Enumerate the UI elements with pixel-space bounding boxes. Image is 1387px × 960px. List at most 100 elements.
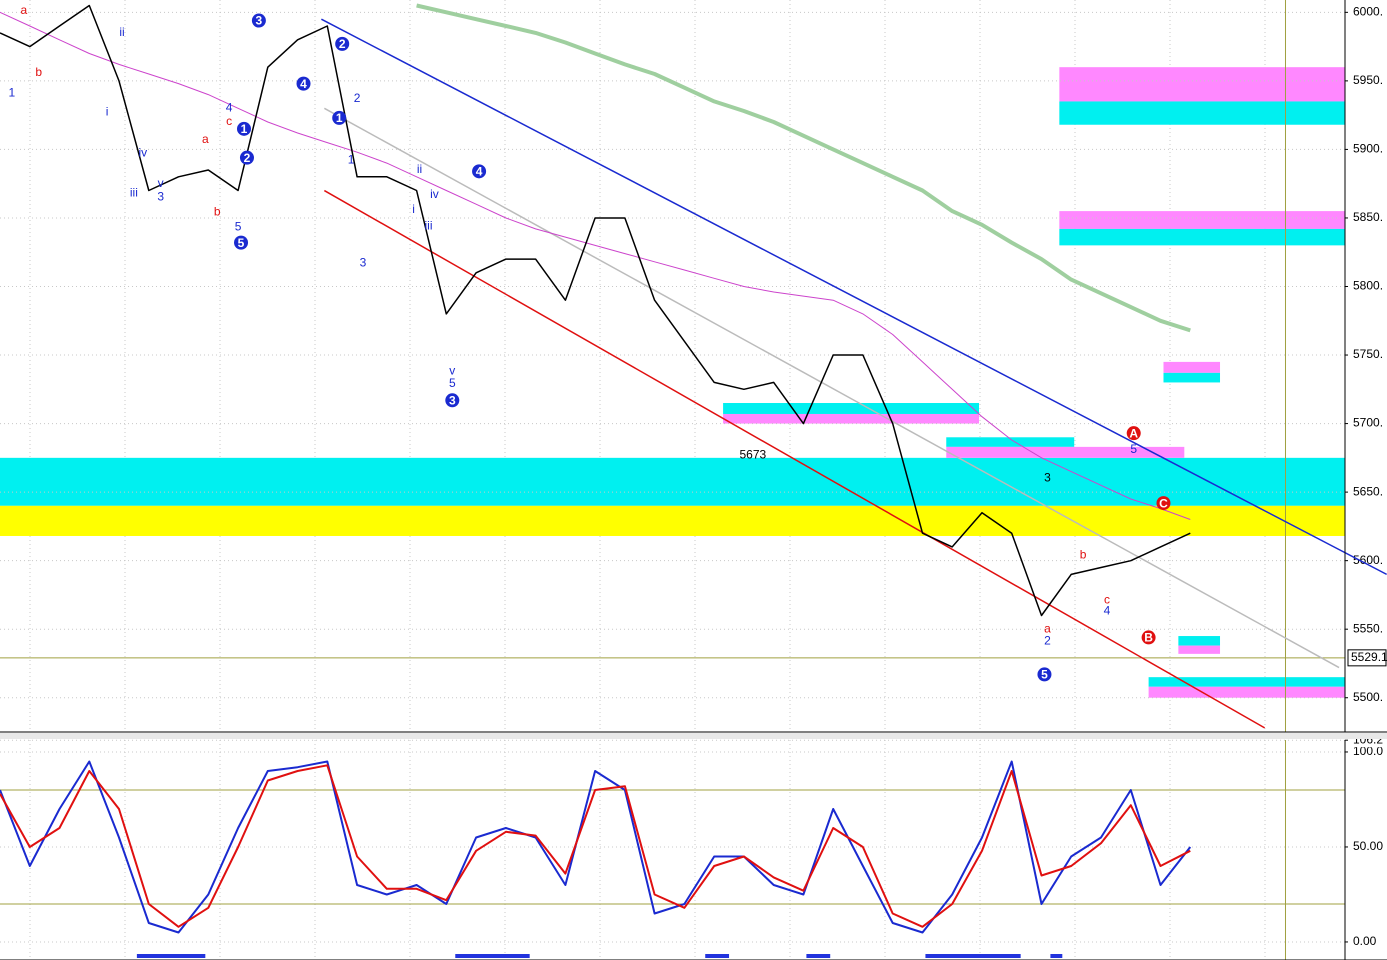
wave-marker xyxy=(237,121,252,136)
trendline xyxy=(321,18,1387,576)
wave-label: 5 xyxy=(1041,668,1048,682)
panel-separator xyxy=(0,733,1387,739)
signal-bar xyxy=(455,954,530,958)
wave-marker xyxy=(251,13,266,28)
y-tick-label: 5600. xyxy=(1353,553,1383,567)
tick-label-bg xyxy=(1348,348,1387,363)
tick-label-bg xyxy=(1348,142,1387,157)
wave-label: b xyxy=(35,65,42,79)
wave-label: 3 xyxy=(449,393,456,407)
wave-label: iii xyxy=(130,185,138,199)
y-tick-label: 5650. xyxy=(1353,484,1383,498)
zone xyxy=(946,437,1075,447)
wave-label: b xyxy=(214,205,221,219)
wave-label: a xyxy=(20,3,27,17)
price-label-box xyxy=(1347,649,1387,667)
zone xyxy=(1163,372,1221,383)
tick-label-bg xyxy=(1348,279,1387,294)
price-label: 5529.1 xyxy=(1351,650,1387,664)
tick-label-bg xyxy=(1348,210,1387,225)
wave-marker xyxy=(332,110,347,125)
wave-label: 2 xyxy=(1044,634,1051,648)
wave-label: 2 xyxy=(354,91,361,105)
wave-label: 5 xyxy=(238,236,245,250)
wave-marker xyxy=(1126,426,1141,441)
tick-label-bg xyxy=(1348,485,1387,500)
trendline xyxy=(323,189,1266,729)
wave-marker xyxy=(239,150,254,165)
y-tick-label: 5750. xyxy=(1353,347,1383,361)
zone xyxy=(1059,67,1345,102)
y-tick-label: 6000. xyxy=(1353,5,1383,19)
tick-label-bg xyxy=(1348,744,1387,759)
wave-label: ii xyxy=(119,25,124,39)
tick-label-bg xyxy=(1348,5,1387,20)
zone xyxy=(0,505,1345,536)
wave-label: iv xyxy=(430,187,439,201)
zone xyxy=(946,446,1185,458)
zone xyxy=(0,457,1345,506)
wave-label: 5 xyxy=(235,220,242,234)
y-tick-label: 5800. xyxy=(1353,279,1383,293)
tick-label-bg xyxy=(1348,416,1387,431)
tick-label-bg xyxy=(1348,622,1387,637)
wave-label: 1 xyxy=(241,122,248,136)
zone xyxy=(1059,101,1345,125)
wave-label: 3 xyxy=(360,255,367,269)
wave-label: b xyxy=(1080,547,1087,561)
y-tick-label: 0.00 xyxy=(1353,934,1377,948)
signal-bar xyxy=(925,954,1021,958)
series-line xyxy=(0,11,1191,520)
y-tick-label: 5850. xyxy=(1353,210,1383,224)
wave-label: i xyxy=(412,202,415,216)
wave-marker xyxy=(234,235,249,250)
signal-bar xyxy=(1050,954,1063,958)
signal-bar xyxy=(136,954,206,958)
y-tick-label: 5900. xyxy=(1353,142,1383,156)
wave-label: 3 xyxy=(256,14,263,28)
y-tick-label: 5700. xyxy=(1353,416,1383,430)
wave-label: B xyxy=(1144,631,1153,645)
zone xyxy=(1059,211,1345,229)
tick-label-bg xyxy=(1348,839,1387,854)
wave-label: 4 xyxy=(300,77,307,91)
wave-label: A xyxy=(1129,426,1138,440)
wave-label: 1 xyxy=(9,85,16,99)
y-tick-label: 5950. xyxy=(1353,73,1383,87)
wave-label: 4 xyxy=(226,100,233,114)
wave-label: 5 xyxy=(449,376,456,390)
signal-bar xyxy=(705,954,730,958)
series-line xyxy=(416,3,1191,333)
wave-marker xyxy=(472,164,487,179)
wave-label: 1 xyxy=(348,153,355,167)
series-line xyxy=(0,4,1191,617)
zone xyxy=(723,403,979,414)
y-tick-label: 50.00 xyxy=(1353,839,1383,853)
zone xyxy=(1178,636,1221,646)
wave-label: v xyxy=(449,364,455,378)
wave-label: i xyxy=(106,105,109,119)
wave-label: 3 xyxy=(1044,471,1051,485)
zone xyxy=(1059,228,1345,246)
wave-label: 5673 xyxy=(739,447,766,461)
wave-marker xyxy=(1141,630,1156,645)
zone xyxy=(1178,645,1221,654)
wave-label: iii xyxy=(424,218,432,232)
tick-label-bg xyxy=(1348,553,1387,568)
wave-label: 3 xyxy=(157,190,164,204)
wave-label: v xyxy=(158,176,164,190)
zone xyxy=(1148,677,1345,687)
tick-label-bg xyxy=(1348,690,1387,705)
wave-label: 1 xyxy=(336,111,343,125)
series-line xyxy=(0,764,1191,928)
wave-label: 2 xyxy=(244,151,251,165)
tick-label-bg xyxy=(1348,934,1387,949)
y-tick-label: 5500. xyxy=(1353,690,1383,704)
zone xyxy=(1163,361,1221,373)
wave-label: C xyxy=(1159,496,1168,510)
wave-marker xyxy=(296,76,311,91)
trendline xyxy=(323,107,1340,669)
wave-label: 4 xyxy=(1104,604,1111,618)
